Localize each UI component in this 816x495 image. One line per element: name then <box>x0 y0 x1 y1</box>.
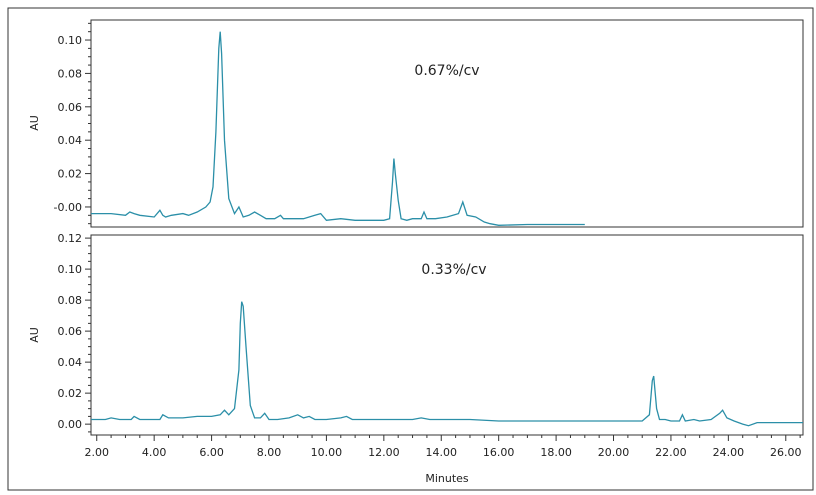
x-axis-title: Minutes <box>425 472 469 485</box>
y-tick-label: 0.12 <box>58 232 83 245</box>
panel-top-annotation: 0.67%/cv <box>414 63 479 79</box>
y-tick-label: 0.10 <box>58 263 83 276</box>
panel-bottom-trace-line <box>91 301 803 427</box>
panel-top: -0.00 0.02 0.04 0.06 0.08 0.10 AU 0.67%/cv <box>28 19 804 228</box>
x-tick-label: 16.00 <box>483 446 515 459</box>
y-tick-label: 0.04 <box>58 356 83 369</box>
x-tick-label: 8.00 <box>257 446 282 459</box>
x-tick-label: 14.00 <box>426 446 458 459</box>
panel-top-trace-line <box>91 31 585 226</box>
x-tick-label: 2.00 <box>84 446 109 459</box>
x-tick-label: 6.00 <box>199 446 224 459</box>
y-tick-label: 0.08 <box>58 294 83 307</box>
panel-bottom: 0.00 0.02 0.04 0.06 0.08 0.10 0.12 2.00 4.00 6.0… <box>28 232 804 485</box>
x-tick-label: 24.00 <box>713 446 745 459</box>
x-tick-label: 18.00 <box>540 446 572 459</box>
x-tick-label: 20.00 <box>598 446 630 459</box>
panel-top-y-axis-title: AU <box>28 115 41 131</box>
y-tick-label: -0.00 <box>54 201 82 214</box>
outer-frame <box>7 7 814 491</box>
y-tick-label: 0.00 <box>58 418 83 431</box>
panel-top-y-ticks: -0.00 0.02 0.04 0.06 0.08 0.10 <box>54 22 91 225</box>
panel-bottom-y-axis-title: AU <box>28 327 41 343</box>
y-tick-label: 0.10 <box>58 34 83 47</box>
panel-bottom-y-ticks: 0.00 0.02 0.04 0.06 0.08 0.10 0.12 <box>58 232 91 433</box>
panel-bottom-frame <box>90 234 804 436</box>
panel-top-frame <box>90 19 804 228</box>
y-tick-label: 0.02 <box>58 168 83 181</box>
y-tick-label: 0.06 <box>58 101 83 114</box>
y-tick-label: 0.08 <box>58 67 83 80</box>
panel-bottom-x-ticks: 2.00 4.00 6.00 8.00 10.00 12.00 14.00 16.00 18.0… <box>84 435 802 459</box>
x-tick-label: 26.00 <box>770 446 802 459</box>
x-tick-label: 10.00 <box>311 446 343 459</box>
y-tick-label: 0.04 <box>58 134 83 147</box>
x-tick-label: 12.00 <box>368 446 400 459</box>
x-tick-label: 4.00 <box>142 446 167 459</box>
panel-bottom-annotation: 0.33%/cv <box>421 262 486 278</box>
y-tick-label: 0.02 <box>58 387 83 400</box>
x-tick-label: 22.00 <box>655 446 687 459</box>
y-tick-label: 0.06 <box>58 325 83 338</box>
